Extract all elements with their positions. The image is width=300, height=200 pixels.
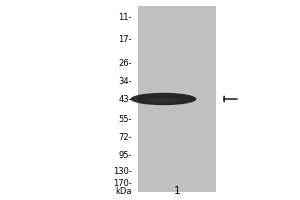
Text: 43-: 43- bbox=[118, 96, 132, 104]
Text: 1: 1 bbox=[174, 186, 180, 196]
Ellipse shape bbox=[145, 98, 182, 103]
Text: 17-: 17- bbox=[118, 36, 132, 45]
Text: 72-: 72- bbox=[118, 134, 132, 142]
Text: 95-: 95- bbox=[118, 152, 132, 160]
Text: 26-: 26- bbox=[118, 60, 132, 68]
Bar bbox=[138, 6, 216, 192]
Text: 170-: 170- bbox=[113, 180, 132, 188]
Text: 34-: 34- bbox=[118, 77, 132, 86]
Text: 130-: 130- bbox=[113, 168, 132, 176]
Text: 55-: 55- bbox=[118, 116, 132, 124]
Text: kDa: kDa bbox=[116, 187, 132, 196]
Text: 11-: 11- bbox=[118, 14, 132, 22]
Ellipse shape bbox=[130, 93, 196, 105]
